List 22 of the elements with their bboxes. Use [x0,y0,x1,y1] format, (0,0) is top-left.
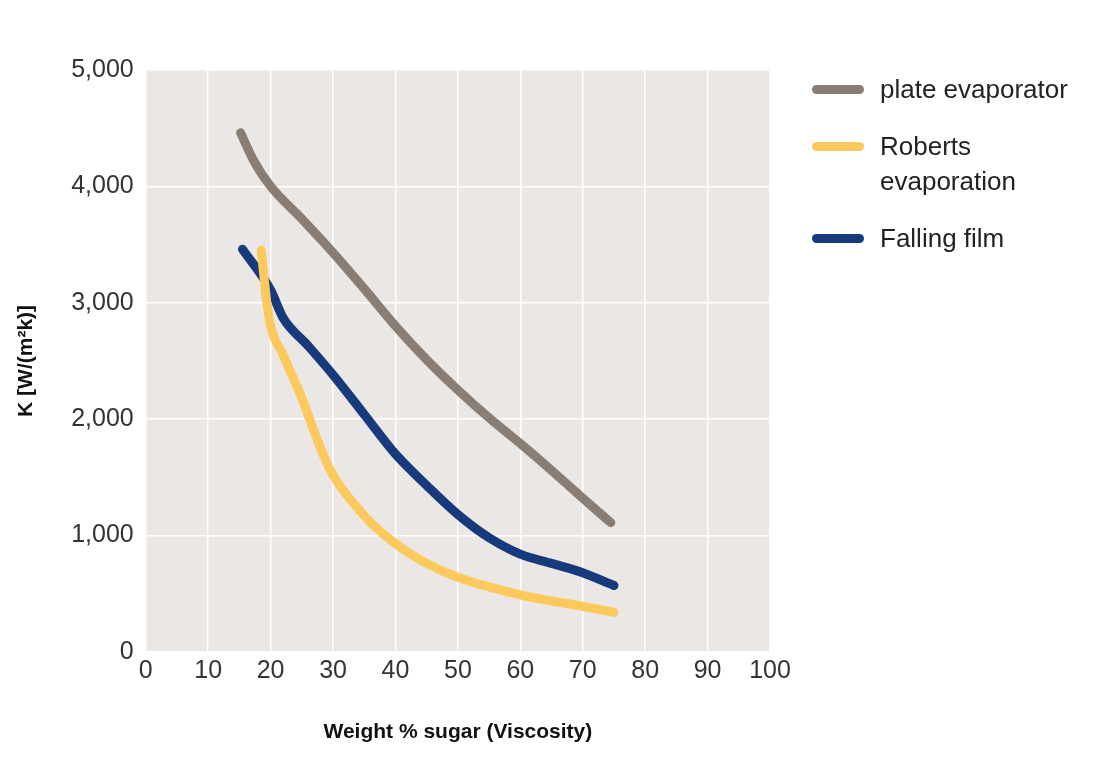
y-tick-label: 0 [119,635,134,664]
x-tick-label: 90 [693,654,722,683]
x-axis-title: Weight % sugar (Viscosity) [323,719,593,743]
y-tick-label: 3,000 [71,286,134,315]
x-tick-label: 100 [749,654,791,683]
x-tick-label: 60 [506,654,535,683]
legend-label: plate evaporator [880,73,1069,106]
y-tick-label: 4,000 [71,170,134,199]
x-tick-label: 80 [631,654,660,683]
y-axis-title: K [W/(m²k)] [13,304,37,417]
x-tick-label: 40 [381,654,410,683]
x-tick-label: 50 [443,654,472,683]
legend-label: Falling film [880,222,1006,255]
y-tick-label: 2,000 [71,402,134,431]
x-tick-label: 20 [256,654,285,683]
x-tick-label: 70 [568,654,597,683]
y-tick-label: 1,000 [71,519,134,548]
x-tick-label: 0 [138,654,153,683]
x-tick-label: 10 [194,654,223,683]
y-tick-label: 5,000 [71,53,134,82]
x-tick-label: 30 [319,654,347,683]
legend-label: Roberts evaporation [880,130,1017,198]
